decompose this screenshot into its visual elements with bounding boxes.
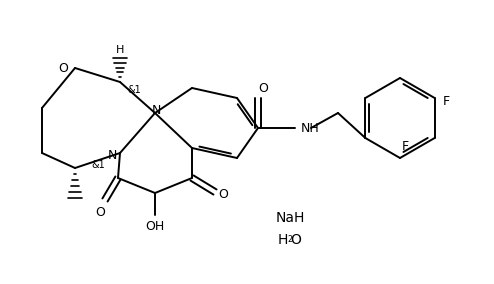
Text: N: N — [108, 149, 117, 162]
Text: $_2$: $_2$ — [287, 234, 293, 246]
Text: H: H — [116, 45, 124, 55]
Text: &1: &1 — [91, 160, 105, 170]
Text: O: O — [258, 82, 268, 95]
Text: NH: NH — [301, 122, 320, 135]
Text: O: O — [290, 233, 301, 247]
Text: H: H — [278, 233, 288, 247]
Text: NaH: NaH — [275, 211, 305, 225]
Text: O: O — [218, 189, 228, 202]
Text: OH: OH — [145, 220, 165, 233]
Text: O: O — [95, 206, 105, 220]
Text: F: F — [443, 95, 450, 108]
Text: O: O — [58, 62, 68, 74]
Text: F: F — [402, 139, 409, 153]
Text: N: N — [151, 103, 161, 116]
Text: &1: &1 — [127, 85, 141, 95]
